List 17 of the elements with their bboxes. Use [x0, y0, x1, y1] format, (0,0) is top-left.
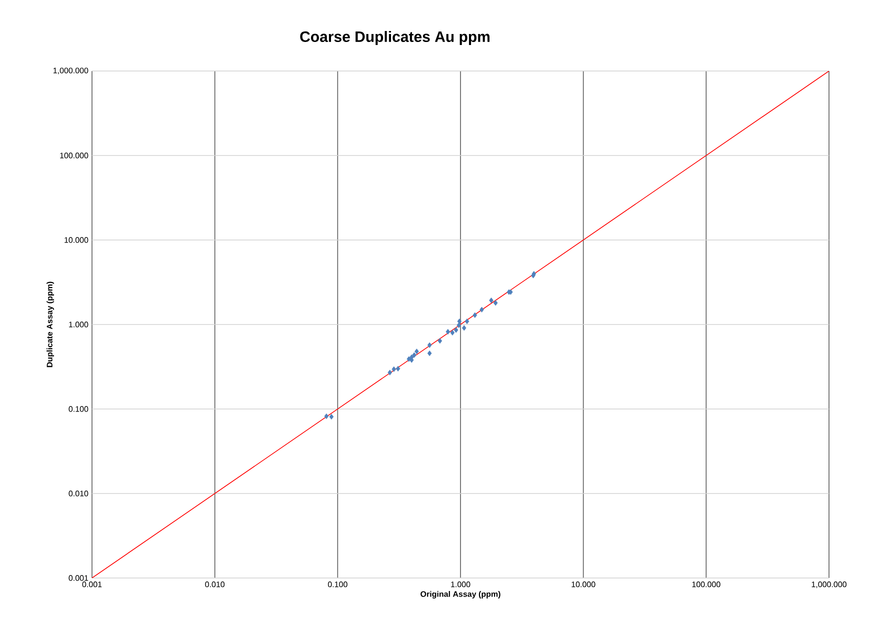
x-tick-label: 10.000 — [572, 582, 596, 588]
y-tick-label: 0.010 — [68, 490, 88, 496]
x-axis-title: Original Assay (ppm) — [420, 590, 500, 598]
x-tick-label: 0.100 — [328, 582, 348, 588]
chart-title: Coarse Duplicates Au ppm — [300, 31, 490, 45]
x-tick-label: 1.000 — [451, 582, 470, 588]
x-tick-label: 0.001 — [82, 582, 102, 588]
y-tick-label: 100.000 — [60, 152, 88, 158]
y-tick-label: 1,000.000 — [53, 68, 88, 74]
y-axis-title: Duplicate Assay (ppm) — [46, 282, 54, 368]
y-tick-label: 1.000 — [69, 322, 88, 328]
y-tick-label: 0.100 — [68, 406, 88, 412]
x-tick-label: 1,000.000 — [812, 582, 846, 588]
y-tick-label: 10.000 — [64, 237, 88, 243]
x-tick-label: 100.000 — [692, 582, 720, 588]
y-tick-label: 0.001 — [68, 575, 88, 581]
x-tick-label: 0.010 — [205, 582, 225, 588]
